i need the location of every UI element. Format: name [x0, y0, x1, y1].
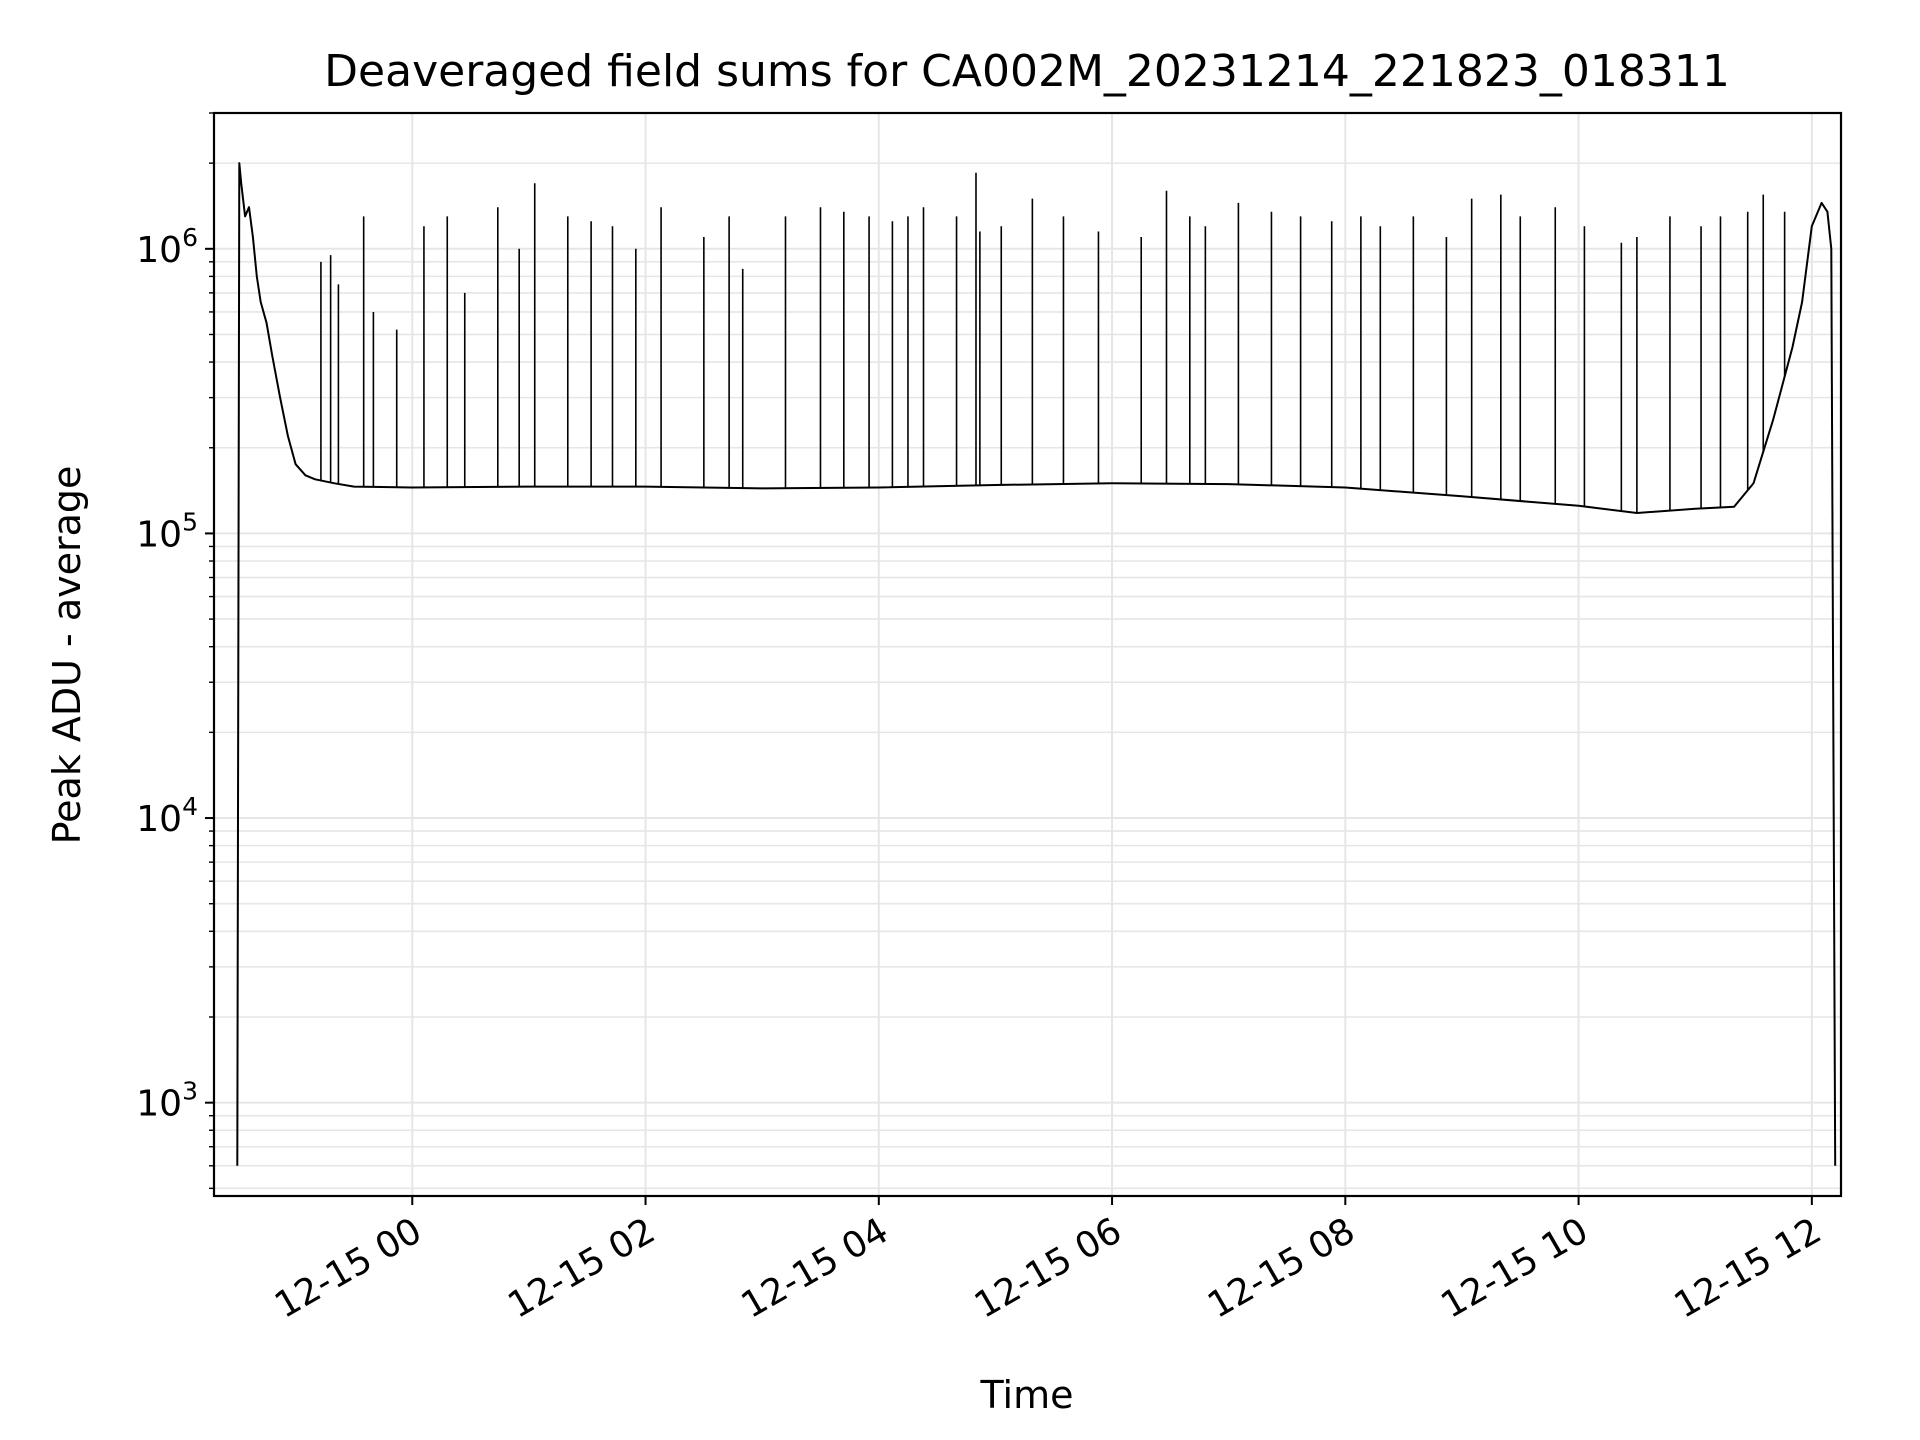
series-peak-adu — [236, 162, 1837, 1166]
series-line — [236, 162, 1837, 1166]
y-axis-label: Peak ADU - average — [45, 466, 89, 845]
grid — [214, 112, 1841, 1196]
y-tick-label: 104 — [136, 792, 198, 840]
chart-title: Deaveraged field sums for CA002M_2023121… — [324, 46, 1730, 97]
y-tick-label: 103 — [136, 1077, 198, 1125]
y-tick-label: 106 — [136, 223, 198, 271]
x-axis-label: Time — [980, 1373, 1074, 1417]
y-tick-label: 105 — [136, 507, 198, 555]
plot-frame — [212, 111, 1843, 1198]
